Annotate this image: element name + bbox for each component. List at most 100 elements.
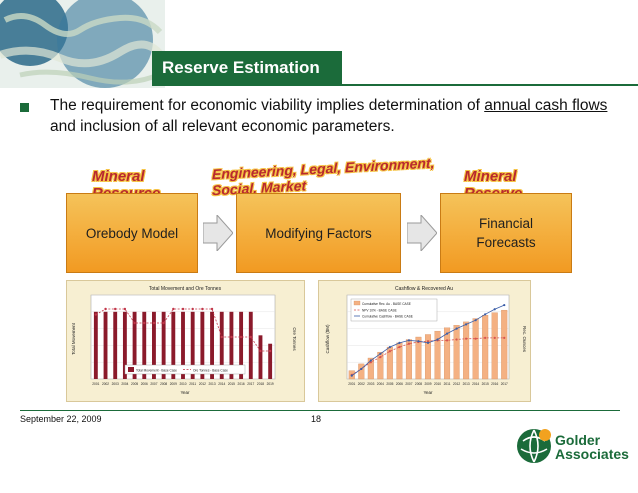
- x-tick-label: 2007: [405, 382, 412, 386]
- x-axis-label: Year: [423, 390, 433, 395]
- x-tick-label: 2015: [482, 382, 489, 386]
- x-tick-label: 2018: [257, 382, 264, 386]
- bar-total-movement: [258, 335, 263, 379]
- point-ore-tonnes: [114, 307, 117, 311]
- chart-total-movement: Total Movement and Ore Tonnes 2001 2002 200…: [66, 280, 305, 402]
- chart-cashflow: Cashflow & Recovered Au 2001 2002 2003 2004 2…: [318, 280, 531, 402]
- series-point-0: [398, 345, 401, 349]
- bar-recovered-au: [501, 309, 508, 380]
- series-point-0: [503, 336, 506, 339]
- x-tick-label: 2012: [453, 382, 460, 386]
- series-point-1: [417, 340, 420, 343]
- bar-total-movement: [132, 311, 137, 379]
- bar-recovered-au: [367, 357, 374, 380]
- y2-axis-label: Ore Tonnes: [292, 327, 297, 351]
- x-tick-label: 2008: [160, 382, 167, 386]
- x-tick-label: 2009: [170, 382, 177, 386]
- x-tick-label: 2007: [150, 382, 157, 386]
- bar-recovered-au: [472, 318, 479, 380]
- globe-header-image: [0, 0, 165, 88]
- y-axis-label: Cashflow ($M): [325, 324, 330, 354]
- legend-label-recovered-au: Cumulative Rec. Au - BASE CASE: [362, 302, 411, 306]
- point-ore-tonnes: [94, 313, 98, 316]
- series-point-1: [426, 341, 430, 344]
- golder-logo: Golder Associates: [515, 425, 629, 470]
- series-point-0: [445, 339, 449, 342]
- bar-recovered-au: [405, 339, 412, 380]
- x-tick-label: 2005: [386, 382, 393, 386]
- bar-total-movement: [122, 311, 127, 379]
- x-tick-label: 2016: [491, 382, 498, 386]
- y2-axis-label: Rec. Ounces: [522, 326, 527, 353]
- bar-recovered-au: [444, 327, 451, 380]
- bar-recovered-au: [463, 321, 470, 380]
- x-tick-label: 2004: [377, 382, 384, 386]
- bar-recovered-au: [415, 336, 422, 380]
- bar-total-movement: [171, 311, 176, 379]
- bullet-text-part: The requirement for economic viability i…: [50, 97, 485, 114]
- legend-swatch-bar: [128, 367, 134, 372]
- x-tick-label: 2006: [396, 382, 403, 386]
- arrow-right-icon: [202, 213, 234, 253]
- x-tick-label: 2011: [444, 382, 451, 386]
- x-tick-label: 2001: [348, 382, 355, 386]
- point-ore-tonnes: [259, 349, 262, 353]
- bar-total-movement: [219, 311, 224, 379]
- golder-logo-text: Golder: [555, 432, 601, 448]
- x-tick-label: 2013: [209, 382, 216, 386]
- box-modifying-factors: Modifying Factors: [236, 193, 401, 273]
- chart-title: Cashflow & Recovered Au: [395, 286, 453, 292]
- series-point-1: [379, 352, 382, 355]
- legend-box: [350, 298, 438, 322]
- point-ore-tonnes: [152, 321, 156, 325]
- point-ore-tonnes: [123, 307, 127, 311]
- point-ore-tonnes: [162, 321, 165, 325]
- bar-total-movement: [161, 311, 166, 379]
- x-tick-label: 2012: [199, 382, 206, 386]
- x-axis-label: Year: [180, 390, 190, 395]
- bar-recovered-au: [434, 330, 441, 380]
- golder-globe-icon: [517, 429, 551, 463]
- series-point-1: [484, 313, 487, 316]
- series-point-1: [369, 359, 372, 362]
- y-axis-label: Total Movement: [71, 322, 76, 355]
- x-tick-label: 2008: [415, 382, 422, 386]
- series-point-1: [407, 339, 411, 342]
- bar-total-movement: [229, 311, 234, 379]
- point-ore-tonnes: [201, 307, 204, 311]
- x-tick-label: 2015: [228, 382, 235, 386]
- point-ore-tonnes: [210, 307, 214, 311]
- x-tick-label: 2009: [424, 382, 431, 386]
- bar-recovered-au: [358, 363, 365, 380]
- x-tick-label: 2019: [267, 382, 274, 386]
- series-point-1: [445, 332, 449, 335]
- series-point-0: [493, 336, 496, 339]
- legend-swatch-bar: [353, 300, 361, 306]
- series-point-1: [493, 308, 496, 311]
- legend-label-ore-tonnes: Ore Tonnes - Base Case: [193, 369, 228, 373]
- label-modifying-factors: Engineering, Legal, Environment, Social,…: [212, 154, 435, 199]
- series-point-0: [455, 338, 458, 341]
- point-ore-tonnes: [249, 335, 252, 339]
- footer-divider: [20, 410, 620, 411]
- x-tick-label: 2004: [121, 382, 128, 386]
- point-ore-tonnes: [181, 307, 185, 311]
- point-ore-tonnes: [172, 307, 175, 311]
- series-point-0: [388, 350, 391, 353]
- point-ore-tonnes: [220, 335, 223, 339]
- bar-total-movement: [93, 311, 98, 379]
- series-point-0: [465, 337, 468, 340]
- box-financial-forecasts: Financial Forecasts: [440, 193, 572, 273]
- bar-total-movement: [142, 311, 147, 379]
- page-number: 18: [311, 414, 322, 424]
- series-point-0: [407, 342, 411, 345]
- series-point-0: [474, 337, 477, 340]
- x-tick-label: 2010: [434, 382, 441, 386]
- legend-label-total-movement: Total Movement - Base Case: [136, 369, 177, 373]
- bullet-text-part: and inclusion of all relevant economic p…: [50, 118, 395, 135]
- bar-total-movement: [190, 311, 195, 379]
- box-orebody-model: Orebody Model: [66, 193, 198, 273]
- bar-total-movement: [268, 343, 273, 379]
- arrow-right-icon: [406, 213, 438, 253]
